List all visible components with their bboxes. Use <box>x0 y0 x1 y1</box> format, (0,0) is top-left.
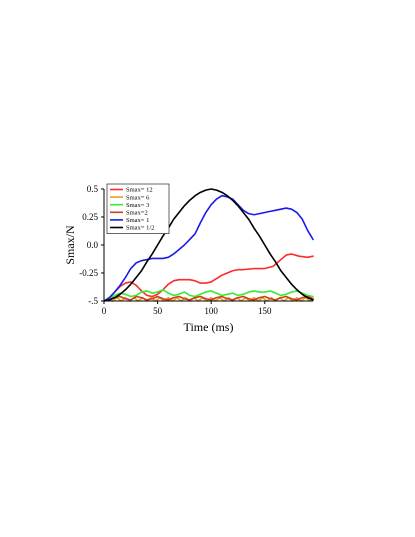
legend-box <box>106 183 170 234</box>
x-tick-label: 150 <box>258 306 272 316</box>
legend-label: Smax= 6 <box>126 194 150 201</box>
series-line-6 <box>103 188 314 302</box>
legend-label: Smax= 3 <box>126 202 149 209</box>
y-tick-label: 0.25 <box>82 212 98 222</box>
axes-layer: Time (ms) Smax/N 0 50 100 150 -.5 -0.25 0.0 0.2… <box>63 184 313 334</box>
legend-label: Smax= 1 <box>126 217 149 224</box>
legend-label: Smax= 1/2 <box>126 225 154 232</box>
series-line-3 <box>103 289 314 302</box>
x-tick-label: 50 <box>153 306 163 316</box>
y-axis-title: Smax/N <box>63 225 77 265</box>
y-tick-label: 0.0 <box>87 240 99 250</box>
series-layer <box>103 188 314 302</box>
x-tick-label: 0 <box>102 306 107 316</box>
y-tick-label: 0.5 <box>87 184 99 194</box>
y-tick-label: -.5 <box>88 296 98 306</box>
y-tick-label: -0.25 <box>79 268 98 278</box>
series-line-5 <box>103 194 314 302</box>
legend-label: Smax= 12 <box>126 187 153 194</box>
series-line-1 <box>103 253 314 302</box>
series-line-4 <box>103 295 314 302</box>
x-axis-title: Time (ms) <box>184 320 234 334</box>
legend-label: Smax=2 <box>126 210 148 217</box>
x-tick-label: 100 <box>204 306 218 316</box>
